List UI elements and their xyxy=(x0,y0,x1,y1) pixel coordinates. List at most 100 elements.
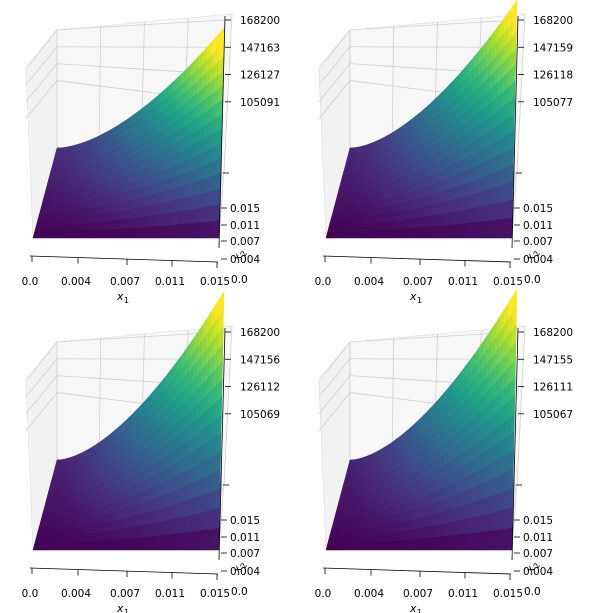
grid-line xyxy=(56,19,225,31)
x1-tick-label: 0.004 xyxy=(354,276,384,288)
x1-tick-label: 0.004 xyxy=(61,588,91,600)
surface-facet xyxy=(490,155,497,174)
surface-facet xyxy=(494,185,500,204)
surface-facet xyxy=(494,474,501,495)
x1-tick-label: 0.007 xyxy=(403,276,433,288)
surface-facet xyxy=(206,161,213,179)
surface-facet xyxy=(186,222,192,239)
surface-facet xyxy=(493,201,500,221)
surface-facet xyxy=(493,510,500,531)
surface-facet xyxy=(489,186,496,205)
z-tick-label: 168200 xyxy=(533,327,573,339)
surface-facet xyxy=(211,144,217,163)
x2-tick-label: 0.015 xyxy=(230,515,260,527)
z-tick-label: 147159 xyxy=(533,42,573,54)
surface-facet xyxy=(502,217,508,239)
grid-line xyxy=(318,80,351,119)
surface-facet xyxy=(214,188,221,206)
surface-facet xyxy=(195,221,202,239)
surface-facet xyxy=(474,531,481,551)
surface-facet xyxy=(186,514,193,533)
surface-facet xyxy=(193,463,199,483)
x1-tick-label: 0.004 xyxy=(61,276,91,288)
surface-facet xyxy=(196,192,203,209)
surface-facet xyxy=(484,512,491,532)
surface-facet xyxy=(201,492,207,513)
surface-facet xyxy=(197,460,204,481)
x1-tick-label: 0.0 xyxy=(315,588,332,600)
surface-facet xyxy=(211,159,217,177)
surface-facet xyxy=(498,490,505,512)
surface-facet xyxy=(503,470,510,492)
x1-tick-label: 0.011 xyxy=(448,276,478,288)
grid-line xyxy=(25,63,58,102)
surface-facet xyxy=(205,509,211,530)
surface-facet xyxy=(512,0,518,23)
z-tick-label: 105067 xyxy=(533,409,573,421)
x1-axis-line xyxy=(322,567,512,575)
z-tick-label: 168200 xyxy=(240,15,280,27)
z-tick-label: 105091 xyxy=(240,97,280,109)
surface-facet xyxy=(494,169,501,188)
surface-facet xyxy=(172,532,179,551)
x1-tick-label: 0.015 xyxy=(493,588,523,600)
surface xyxy=(325,0,518,239)
surface-facet xyxy=(187,481,194,501)
surface-facet xyxy=(206,473,212,494)
surface-facet xyxy=(483,530,490,551)
grid-line xyxy=(318,341,351,381)
x2-tick-label: 0.004 xyxy=(230,566,260,578)
surface-facet xyxy=(200,221,206,239)
surface-facet xyxy=(200,529,206,551)
surface-facet xyxy=(479,204,486,222)
x1-tick-label: 0.015 xyxy=(493,276,523,288)
surface-facet xyxy=(474,221,481,239)
surface-facet xyxy=(210,174,217,192)
surface-facet xyxy=(507,527,513,551)
surface-facet xyxy=(475,205,481,223)
surface-facet xyxy=(489,511,495,531)
x2-tick-label: 0.011 xyxy=(230,532,260,544)
surface-facet xyxy=(214,219,220,239)
surface xyxy=(32,27,225,239)
surface-facet xyxy=(191,194,198,210)
surface xyxy=(32,290,225,551)
surface-plot-4: 1682001471551261111050670.0150.0110.0070… xyxy=(315,287,573,613)
x2-axis-label-sub: 2 xyxy=(239,249,249,258)
surface-facet xyxy=(502,527,508,551)
surface-facet xyxy=(484,188,491,206)
surface-facet xyxy=(489,202,495,221)
surface-facet xyxy=(201,475,208,496)
grid-line xyxy=(318,375,351,414)
grid-line xyxy=(25,46,58,85)
x2-tick-label: 0.015 xyxy=(523,203,553,215)
x2-tick-label: 0.007 xyxy=(230,548,260,560)
surface-facet xyxy=(209,528,215,551)
surface-facet xyxy=(210,189,216,207)
surface-facet xyxy=(504,452,510,474)
grid-line xyxy=(25,29,58,69)
surface-facet xyxy=(191,513,198,532)
surface-facet xyxy=(507,198,513,219)
surface-facet xyxy=(483,220,490,239)
surface-facet xyxy=(214,203,220,221)
surface-facet xyxy=(190,222,197,239)
z-tick-label: 126118 xyxy=(533,70,573,82)
x2-tick-label: 0.011 xyxy=(523,532,553,544)
x2-tick-label: 0.007 xyxy=(523,548,553,560)
x1-tick-label: 0.0 xyxy=(22,276,39,288)
surface-facet xyxy=(196,494,203,514)
surface-facet xyxy=(488,219,495,239)
surface-facet xyxy=(490,460,497,480)
x2-tick-label: 0.0 xyxy=(231,586,248,598)
surface-facet xyxy=(205,491,212,512)
surface-facet xyxy=(486,158,492,176)
surface-facet xyxy=(215,157,222,176)
surface-facet xyxy=(197,178,203,195)
surface-facet xyxy=(182,209,188,224)
surface-facet xyxy=(193,167,199,183)
surface-facet xyxy=(475,514,481,533)
z-axis-line xyxy=(511,327,519,561)
surface-facet xyxy=(486,462,492,482)
